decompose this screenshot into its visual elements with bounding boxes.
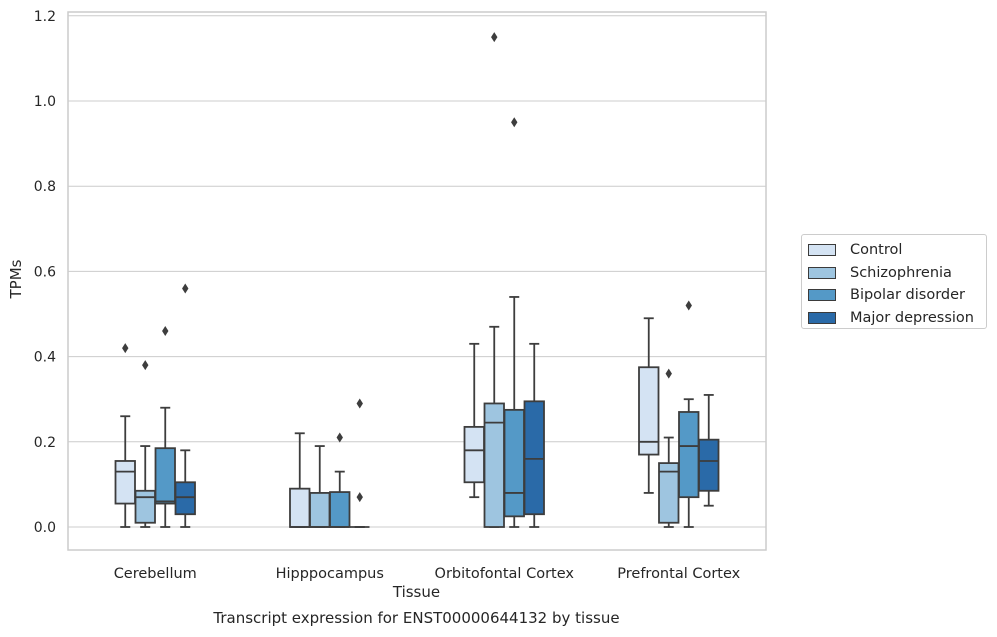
box [174, 481, 196, 516]
outlier-point [685, 300, 692, 311]
outlier-point [665, 368, 672, 379]
box [154, 447, 176, 505]
legend-swatch-major-depression [808, 311, 836, 324]
legend: Control Schizophrenia Bipolar disorder M… [801, 234, 987, 329]
box [329, 491, 351, 528]
y-tick-label: 0.0 [34, 520, 56, 536]
y-tick-label: 1.0 [34, 94, 56, 110]
x-axis-label: Tissue [392, 583, 441, 601]
outlier-point [142, 360, 149, 371]
y-tick-label: 0.2 [34, 435, 56, 451]
x-tick-label: Cerebellum [114, 566, 197, 582]
legend-item-bipolar-disorder: Bipolar disorder [808, 284, 986, 307]
box [289, 487, 311, 528]
y-tick-label: 0.8 [34, 179, 56, 195]
legend-label-major-depression: Major depression [850, 309, 974, 326]
outlier-point [511, 117, 518, 128]
box [698, 438, 720, 492]
outlier-point [491, 32, 498, 43]
box [134, 489, 156, 524]
legend-label-control: Control [850, 242, 903, 259]
legend-swatch-bipolar-disorder [808, 289, 836, 302]
legend-label-bipolar-disorder: Bipolar disorder [850, 287, 965, 304]
chart-caption: Transcript expression for ENST0000064413… [213, 609, 620, 627]
legend-item-schizophrenia: Schizophrenia [808, 262, 986, 285]
legend-swatch-schizophrenia [808, 266, 836, 279]
plot-frame [67, 11, 767, 551]
outlier-point [356, 492, 363, 503]
outlier-point [356, 398, 363, 409]
outlier-point [162, 326, 169, 337]
box [523, 400, 545, 516]
y-axis-label: TPMs [7, 259, 25, 299]
box [463, 425, 485, 484]
legend-item-control: Control [808, 239, 986, 262]
legend-item-major-depression: Major depression [808, 307, 986, 330]
outlier-point [182, 283, 189, 294]
y-tick-label: 0.4 [34, 350, 56, 366]
x-tick-label: Prefrontal Cortex [617, 566, 740, 582]
outlier-point [122, 343, 129, 354]
legend-swatch-control [808, 244, 836, 257]
box [309, 492, 331, 528]
x-tick-label: Orbitofontal Cortex [435, 566, 575, 582]
x-tick-label: Hipppocampus [276, 566, 384, 582]
box [638, 366, 660, 456]
legend-label-schizophrenia: Schizophrenia [850, 264, 952, 281]
y-tick-label: 0.6 [34, 264, 56, 280]
y-tick-label: 1.2 [34, 9, 56, 25]
outlier-point [336, 432, 343, 443]
box [678, 411, 700, 499]
box [114, 460, 136, 505]
box [503, 408, 525, 518]
